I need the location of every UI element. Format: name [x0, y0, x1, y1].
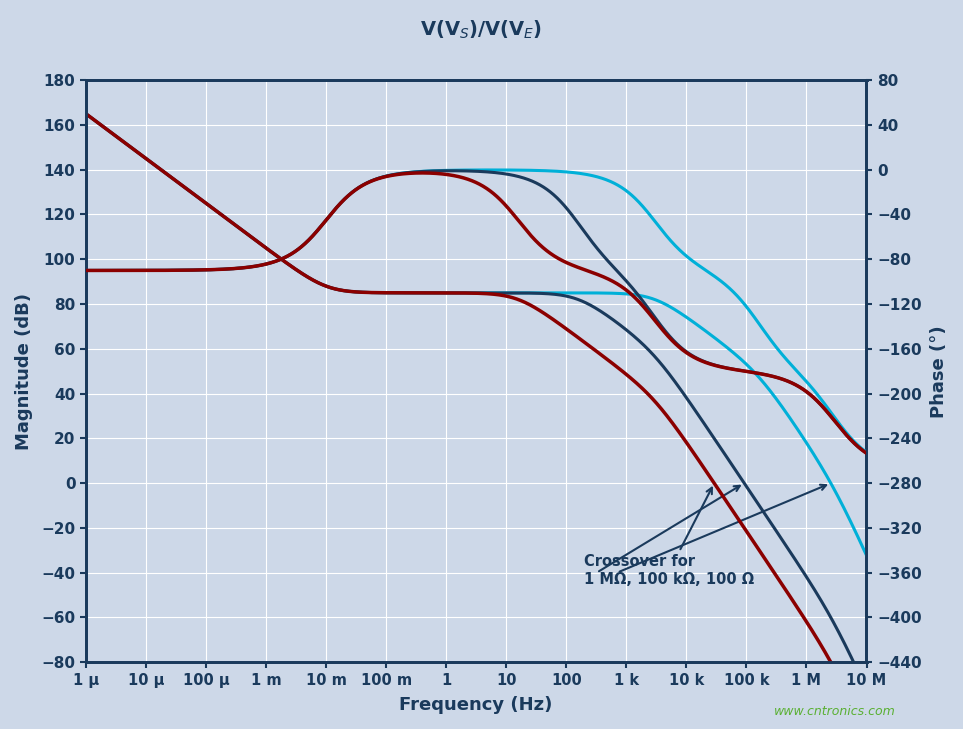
Y-axis label: Phase (°): Phase (°): [930, 325, 948, 418]
Text: www.cntronics.com: www.cntronics.com: [774, 705, 896, 718]
Text: Crossover for
1 MΩ, 100 kΩ, 100 Ω: Crossover for 1 MΩ, 100 kΩ, 100 Ω: [585, 488, 754, 587]
Text: V(V$_S$)/V(V$_E$): V(V$_S$)/V(V$_E$): [421, 18, 542, 41]
X-axis label: Frequency (Hz): Frequency (Hz): [400, 696, 553, 714]
Y-axis label: Magnitude (dB): Magnitude (dB): [15, 293, 33, 450]
